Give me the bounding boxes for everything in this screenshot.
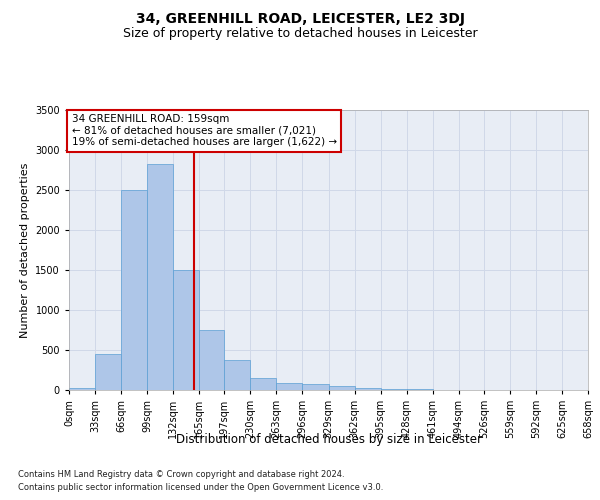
Bar (121, 190, 147, 390)
Bar (224, 360, 250, 390)
Bar (329, 386, 355, 390)
Bar (355, 388, 380, 390)
Text: Distribution of detached houses by size in Leicester: Distribution of detached houses by size … (176, 432, 482, 446)
Bar (69, 388, 95, 390)
Bar (199, 330, 224, 390)
Bar (302, 384, 329, 390)
Text: 34 GREENHILL ROAD: 159sqm
← 81% of detached houses are smaller (7,021)
19% of se: 34 GREENHILL ROAD: 159sqm ← 81% of detac… (71, 114, 337, 148)
Text: 34, GREENHILL ROAD, LEICESTER, LE2 3DJ: 34, GREENHILL ROAD, LEICESTER, LE2 3DJ (136, 12, 464, 26)
Bar (250, 378, 277, 390)
Bar (147, 164, 173, 390)
Bar (95, 354, 121, 390)
Bar (173, 270, 199, 390)
Bar (380, 389, 407, 390)
Text: Size of property relative to detached houses in Leicester: Size of property relative to detached ho… (122, 28, 478, 40)
Text: Contains HM Land Registry data © Crown copyright and database right 2024.: Contains HM Land Registry data © Crown c… (18, 470, 344, 479)
Bar (277, 383, 302, 390)
Text: Contains public sector information licensed under the Open Government Licence v3: Contains public sector information licen… (18, 482, 383, 492)
Y-axis label: Number of detached properties: Number of detached properties (20, 162, 29, 338)
